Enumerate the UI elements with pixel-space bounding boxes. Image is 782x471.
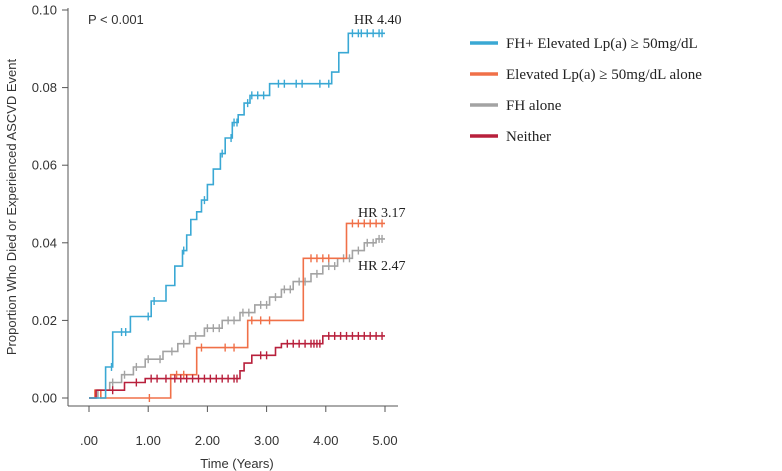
p-value-annotation: P < 0.001 bbox=[88, 12, 144, 27]
series-line bbox=[89, 238, 385, 399]
series-2 bbox=[89, 234, 385, 399]
x-ticks: .00 1.00 2.00 3.00 4.00 5.00 bbox=[80, 406, 398, 448]
hr-label: HR 2.47 bbox=[358, 259, 405, 274]
axes bbox=[67, 8, 398, 407]
series-group bbox=[89, 29, 385, 402]
hr-labels: HR 4.40 HR 3.17 HR 2.47 bbox=[354, 13, 405, 274]
y-tick-label: 0.04 bbox=[32, 235, 57, 250]
hr-label: HR 3.17 bbox=[358, 206, 405, 221]
legend-label: FH+ Elevated Lp(a) ≥ 50mg/dL bbox=[506, 36, 698, 52]
x-tick-label: 4.00 bbox=[313, 433, 338, 448]
y-ticks: 0.00 0.02 0.04 0.06 0.08 0.10 bbox=[32, 3, 68, 406]
y-tick-label: 0.10 bbox=[32, 3, 57, 18]
hr-label: HR 4.40 bbox=[354, 13, 401, 28]
y-tick-label: 0.00 bbox=[32, 391, 57, 406]
x-tick-label: 1.00 bbox=[136, 433, 161, 448]
legend: FH+ Elevated Lp(a) ≥ 50mg/dL Elevated Lp(… bbox=[470, 36, 702, 145]
y-axis-title: Proportion Who Died or Experienced ASCVD… bbox=[4, 58, 19, 355]
x-axis-title: Time (Years) bbox=[200, 456, 273, 471]
legend-label: FH alone bbox=[506, 98, 562, 114]
series-line bbox=[89, 32, 385, 399]
x-tick-label: .00 bbox=[80, 433, 98, 448]
legend-label: Neither bbox=[506, 129, 551, 145]
series-line bbox=[89, 335, 385, 399]
y-tick-label: 0.06 bbox=[32, 158, 57, 173]
y-tick-label: 0.08 bbox=[32, 80, 57, 95]
legend-label: Elevated Lp(a) ≥ 50mg/dL alone bbox=[506, 67, 702, 83]
series-3 bbox=[89, 331, 385, 399]
x-tick-label: 5.00 bbox=[372, 433, 397, 448]
y-tick-label: 0.02 bbox=[32, 313, 57, 328]
x-tick-label: 3.00 bbox=[254, 433, 279, 448]
series-0 bbox=[89, 29, 385, 399]
x-tick-label: 2.00 bbox=[195, 433, 220, 448]
